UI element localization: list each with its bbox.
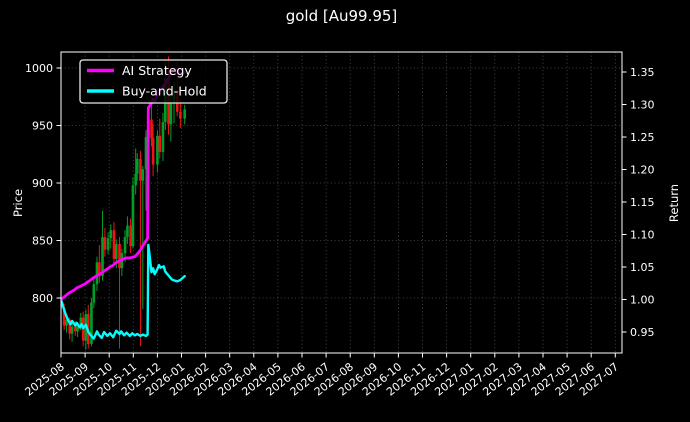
- candle-body: [68, 319, 72, 334]
- price-tick-label: 900: [32, 177, 53, 190]
- legend-box: [79, 59, 228, 104]
- return-tick-label: 1.10: [630, 229, 655, 242]
- return-tick-label: 0.95: [630, 326, 655, 339]
- price-tick-label: 950: [32, 120, 53, 133]
- return-tick-label: 1.30: [630, 99, 655, 112]
- axis-ticks: [56, 67, 627, 358]
- candle-body: [65, 319, 68, 326]
- candle-body: [139, 158, 142, 181]
- return-tick-label: 1.05: [630, 261, 655, 274]
- candle-body: [98, 262, 101, 277]
- candle-body: [103, 237, 107, 250]
- legend-label: Buy-and-Hold: [122, 84, 207, 99]
- candle-body: [79, 317, 83, 325]
- candle-body: [151, 138, 155, 165]
- candle-body: [126, 225, 129, 238]
- candle-body: [62, 308, 66, 326]
- candle-body: [144, 137, 148, 170]
- candle-body: [129, 225, 132, 247]
- candle-body: [150, 119, 153, 139]
- candle-body: [95, 262, 99, 285]
- return-tick-label: 1.00: [630, 294, 655, 307]
- candle-body: [134, 173, 137, 186]
- candle-body: [115, 243, 118, 259]
- candle-body: [109, 230, 113, 239]
- candle-body: [131, 185, 135, 247]
- candle-body: [135, 158, 139, 174]
- return-tick-label: 1.15: [630, 196, 655, 209]
- buy-and-hold-line: [61, 243, 186, 340]
- candle-body: [141, 169, 145, 181]
- return-tick-label: 1.20: [630, 164, 655, 177]
- candle-body: [183, 109, 186, 119]
- candle-body: [101, 237, 104, 277]
- chart-title: gold [Au99.95]: [285, 7, 398, 25]
- candle-body: [123, 237, 127, 254]
- candle-body: [179, 111, 182, 119]
- price-tick-label: 1000: [25, 62, 53, 75]
- candle-body: [76, 324, 79, 332]
- return-tick-label: 1.35: [630, 66, 655, 79]
- candle-body: [161, 122, 165, 152]
- axis-tick-labels: 2025-082025-092025-102025-112025-122026-…: [23, 62, 655, 399]
- candle-body: [106, 238, 110, 250]
- candle-body: [118, 243, 121, 269]
- candle-body: [158, 135, 162, 152]
- candle-body: [112, 230, 116, 259]
- candle-body: [70, 326, 74, 334]
- price-tick-label: 850: [32, 235, 53, 248]
- legend: AI Strategy Buy-and-Hold: [79, 59, 228, 104]
- candle-body: [156, 135, 159, 165]
- candle-body: [90, 302, 93, 344]
- candle-body: [73, 326, 77, 332]
- return-tick-label: 1.25: [630, 131, 655, 144]
- legend-label: AI Strategy: [122, 63, 192, 78]
- candle-body: [169, 103, 173, 125]
- price-tick-label: 800: [32, 292, 53, 305]
- candle-body: [92, 284, 96, 303]
